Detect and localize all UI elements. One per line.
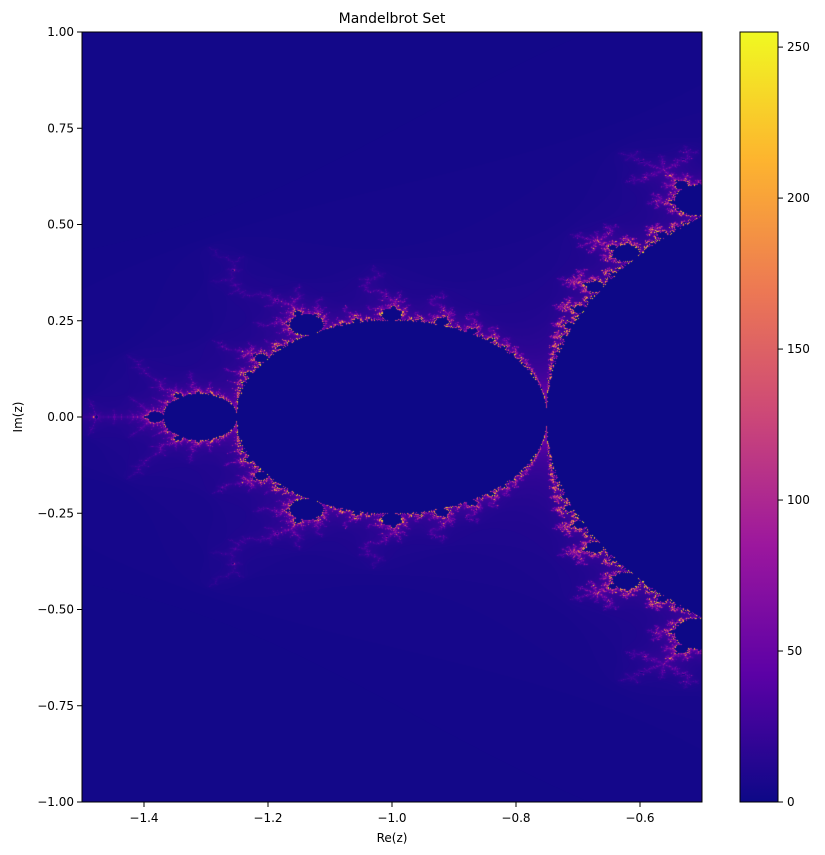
y-tick-label: 1.00 (47, 25, 74, 39)
x-tick-label: −0.6 (625, 811, 654, 825)
x-axis-label: Re(z) (377, 831, 408, 845)
mandelbrot-heatmap (82, 32, 702, 802)
x-axis: −1.4 −1.2 −1.0 −0.8 −0.6 (129, 802, 655, 825)
y-tick-label: −0.25 (37, 506, 74, 520)
y-axis: 1.00 0.75 0.50 0.25 0.00 −0.25 −0.50 −0.75 −1.00 (37, 25, 82, 809)
colorbar-frame (739, 31, 779, 803)
y-tick-label: 0.25 (47, 314, 74, 328)
y-tick-label: −1.00 (37, 795, 74, 809)
colorbar-tick-label: 50 (787, 644, 802, 658)
colorbar-tick-label: 0 (787, 795, 795, 809)
colorbar-tick-label: 100 (787, 493, 810, 507)
y-tick-label: 0.00 (47, 410, 74, 424)
chart-title: Mandelbrot Set (339, 11, 446, 27)
colorbar-gradient (740, 32, 778, 802)
y-axis-label: Im(z) (11, 402, 25, 433)
y-tick-label: 0.75 (47, 121, 74, 135)
y-tick-label: −0.50 (37, 603, 74, 617)
colorbar-tick-label: 150 (787, 342, 810, 356)
colorbar-tick-label: 200 (787, 191, 810, 205)
colorbar: 0 50 100 150 200 250 (739, 31, 810, 809)
x-tick-label: −1.0 (377, 811, 406, 825)
plot-area (82, 32, 702, 802)
x-tick-label: −1.2 (253, 811, 282, 825)
colorbar-ticks: 0 50 100 150 200 250 (778, 40, 810, 809)
y-tick-label: −0.75 (37, 699, 74, 713)
colorbar-tick-label: 250 (787, 40, 810, 54)
x-tick-label: −1.4 (129, 811, 158, 825)
y-tick-label: 0.50 (47, 218, 74, 232)
x-tick-label: −0.8 (501, 811, 530, 825)
